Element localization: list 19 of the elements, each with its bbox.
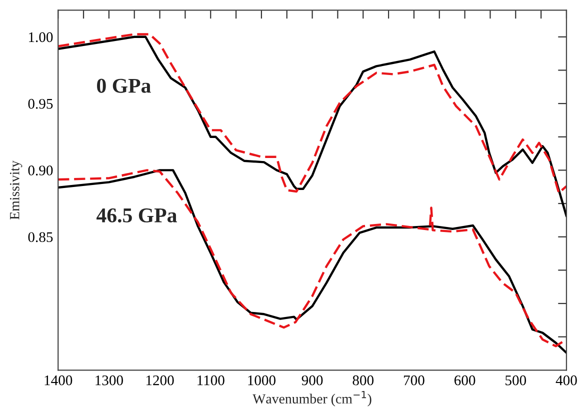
annotation: 46.5 GPa [96, 208, 177, 222]
x-tick-label: 1400 [44, 375, 72, 386]
x-tick-label: 1200 [146, 375, 174, 386]
y-axis-title: Emissivity [10, 160, 22, 220]
x-tick-label: 1000 [248, 375, 276, 386]
x-tick-label: 700 [404, 375, 424, 386]
x-tick-label: 800 [352, 375, 374, 386]
x-tick-label: 1300 [96, 375, 123, 386]
x-tick-label: 500 [506, 375, 526, 386]
y-tick-label: 0.95 [28, 98, 53, 109]
y-tick-label: 1.00 [29, 32, 53, 42]
x-axis-title: Wavenumber (cm$^{−1}$) [252, 391, 372, 406]
x-tick-label: 400 [556, 375, 577, 386]
y-tick-label: 0.90 [28, 166, 53, 176]
x-tick-label: 600 [454, 375, 476, 386]
annotation: 0 GPa [97, 78, 151, 93]
x-tick-label: 1100 [198, 375, 224, 386]
y-tick-label: 0.85 [28, 232, 53, 242]
x-tick-label: 900 [302, 375, 323, 386]
